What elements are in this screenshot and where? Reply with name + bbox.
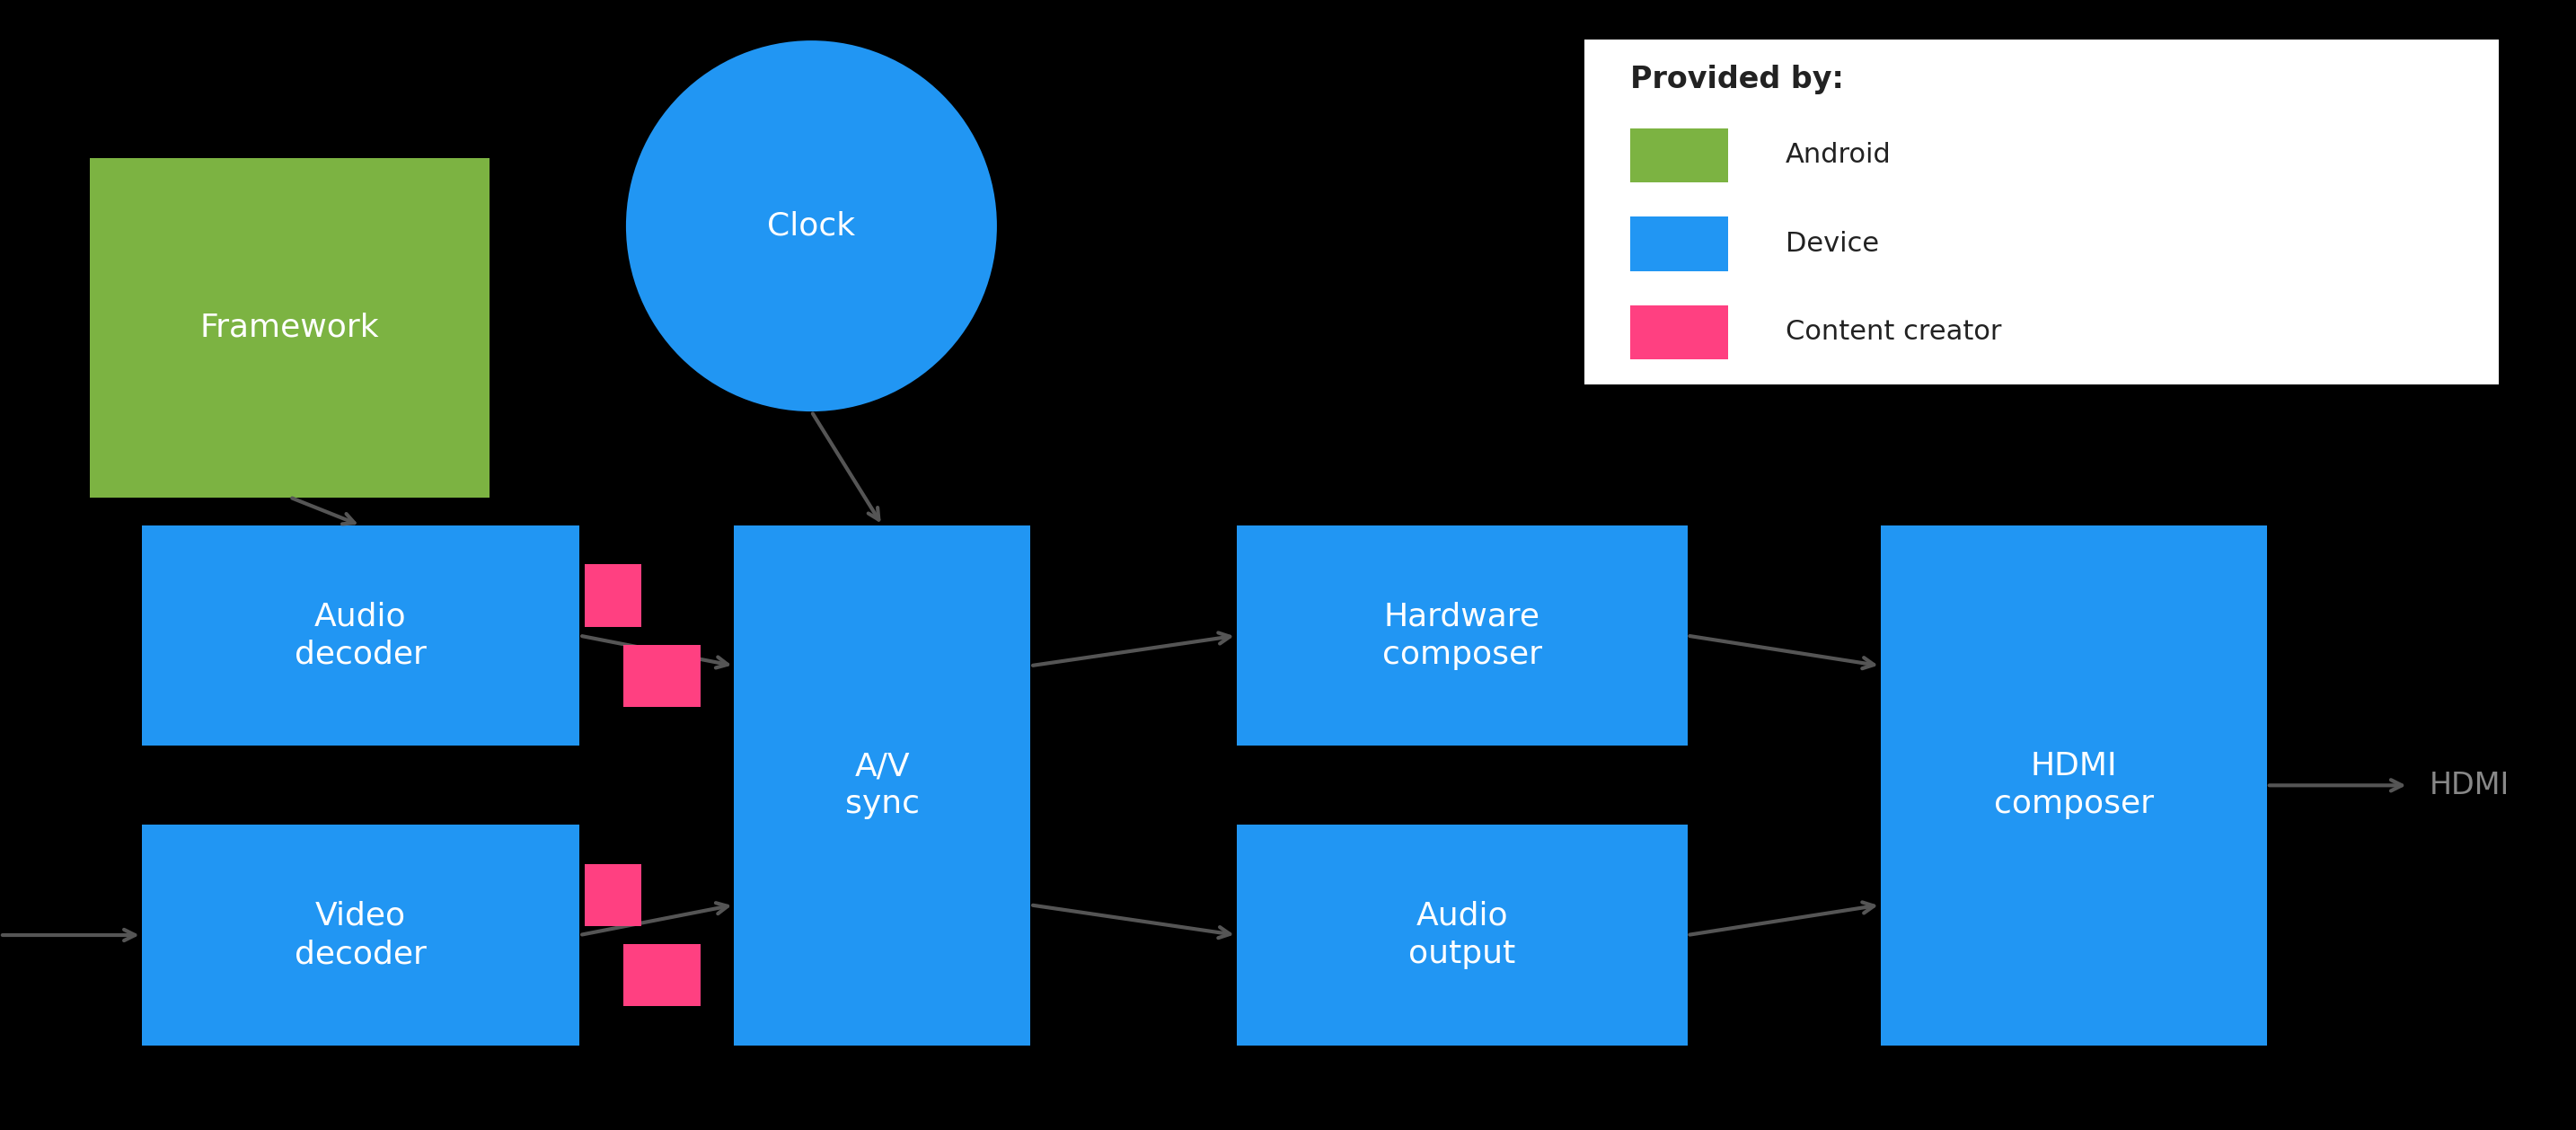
Bar [142, 825, 580, 1045]
Bar [623, 644, 701, 707]
Bar [1631, 217, 1728, 271]
Bar [142, 525, 580, 746]
Text: Audio
decoder: Audio decoder [294, 601, 428, 670]
Bar [1631, 128, 1728, 182]
Bar [623, 945, 701, 1007]
Bar [1236, 825, 1687, 1045]
Text: Android: Android [1785, 142, 1891, 168]
Text: Hardware
composer: Hardware composer [1381, 601, 1543, 670]
Bar [585, 564, 641, 626]
Text: Framework: Framework [201, 312, 379, 344]
Text: Device: Device [1785, 231, 1878, 257]
Bar [585, 863, 641, 927]
Ellipse shape [626, 41, 997, 411]
Text: Content creator: Content creator [1785, 320, 2002, 346]
Bar [734, 525, 1030, 1045]
Text: HDMI
composer: HDMI composer [1994, 751, 2154, 819]
Text: A/V
sync: A/V sync [845, 751, 920, 819]
Bar [90, 158, 489, 497]
Text: Audio
output: Audio output [1409, 901, 1515, 970]
Bar [1631, 305, 1728, 359]
Text: Clock: Clock [768, 210, 855, 242]
Bar [1880, 525, 2267, 1045]
Bar [1584, 40, 2499, 384]
Bar [1236, 525, 1687, 746]
Text: HDMI: HDMI [2429, 771, 2509, 800]
Text: Provided by:: Provided by: [1631, 64, 1844, 94]
Text: Video
decoder: Video decoder [294, 901, 428, 970]
